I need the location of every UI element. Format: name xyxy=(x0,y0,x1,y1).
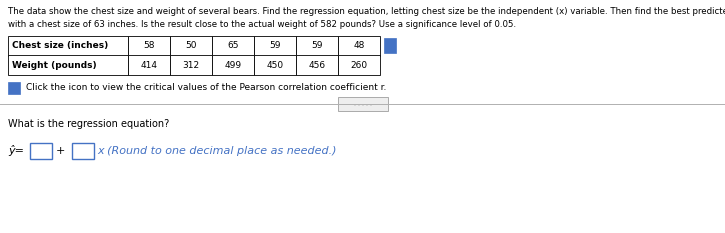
Bar xyxy=(30,143,52,159)
Text: 312: 312 xyxy=(183,61,199,70)
Bar xyxy=(254,55,296,75)
Text: 50: 50 xyxy=(186,41,196,50)
Bar xyxy=(170,36,212,55)
Text: ŷ=: ŷ= xyxy=(8,145,24,157)
Bar xyxy=(72,143,94,159)
Bar xyxy=(254,36,296,55)
Text: Click the icon to view the critical values of the Pearson correlation coefficien: Click the icon to view the critical valu… xyxy=(26,83,386,93)
Text: 58: 58 xyxy=(144,41,154,50)
Bar xyxy=(212,55,254,75)
Text: 456: 456 xyxy=(308,61,326,70)
Bar xyxy=(170,55,212,75)
Text: Chest size (inches): Chest size (inches) xyxy=(12,41,108,50)
Text: 414: 414 xyxy=(141,61,157,70)
Text: x (Round to one decimal place as needed.): x (Round to one decimal place as needed.… xyxy=(97,146,336,156)
Text: 450: 450 xyxy=(267,61,283,70)
Bar xyxy=(296,36,338,55)
Text: Weight (pounds): Weight (pounds) xyxy=(12,61,96,70)
Text: 260: 260 xyxy=(350,61,368,70)
Bar xyxy=(338,55,380,75)
Bar xyxy=(8,82,20,94)
Text: 59: 59 xyxy=(311,41,323,50)
Bar xyxy=(128,55,170,75)
Text: 48: 48 xyxy=(353,41,365,50)
Text: 65: 65 xyxy=(227,41,239,50)
Bar xyxy=(338,36,380,55)
Text: 59: 59 xyxy=(269,41,281,50)
Text: with a chest size of 63 inches. Is the result close to the actual weight of 582 : with a chest size of 63 inches. Is the r… xyxy=(8,20,516,29)
Bar xyxy=(8,55,128,75)
Text: . . . . .: . . . . . xyxy=(354,102,371,106)
Bar xyxy=(8,36,128,55)
Bar xyxy=(384,38,396,53)
Bar xyxy=(296,55,338,75)
Text: +: + xyxy=(56,146,65,156)
Bar xyxy=(128,36,170,55)
Bar xyxy=(338,97,387,111)
Text: 499: 499 xyxy=(225,61,241,70)
Text: What is the regression equation?: What is the regression equation? xyxy=(8,119,169,129)
Text: The data show the chest size and weight of several bears. Find the regression eq: The data show the chest size and weight … xyxy=(8,7,725,16)
Bar xyxy=(212,36,254,55)
